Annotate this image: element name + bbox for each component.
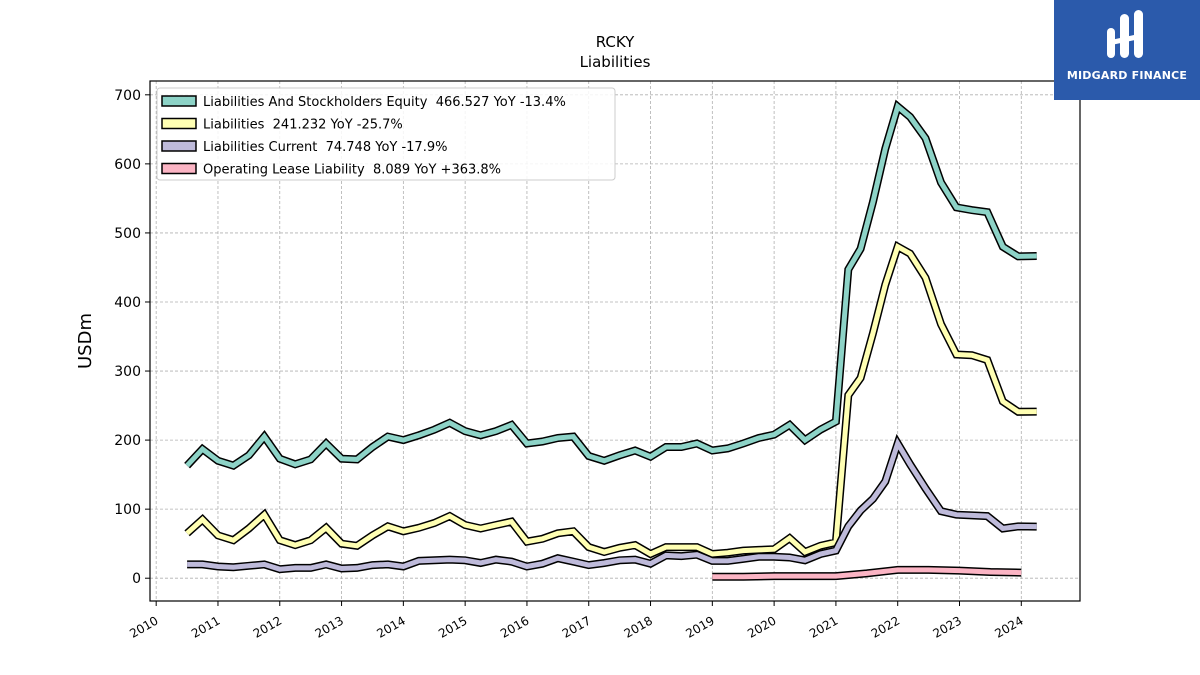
y-tick-label: 500 <box>114 226 141 242</box>
series-line-1 <box>185 243 1037 557</box>
legend-label-0: Liabilities And Stockholders Equity 466.… <box>203 95 566 110</box>
x-tick-label: 2017 <box>560 613 593 640</box>
y-tick-label: 300 <box>114 364 141 380</box>
legend-box <box>156 87 616 181</box>
series-lines <box>184 99 1037 581</box>
logo-text: MIDGARD FINANCE <box>1066 69 1188 82</box>
x-tick-label: 2015 <box>436 613 469 640</box>
plot-area-frame <box>149 80 1081 602</box>
y-tick-label: 0 <box>132 571 141 587</box>
legend-swatch-3 <box>161 162 197 175</box>
x-tick-label: 2011 <box>189 613 222 640</box>
y-tick-label: 600 <box>114 157 141 173</box>
x-tick-label: 2023 <box>931 613 964 640</box>
chart-title: RCKY <box>596 33 635 51</box>
x-axis: 2010 2011 2012 2013 2014 2015 2016 2017 2018 2019… <box>127 601 1026 641</box>
chart-subtitle: Liabilities <box>580 53 651 71</box>
series-line-outline-1 <box>184 240 1037 559</box>
y-tick-label: 700 <box>114 88 141 104</box>
y-axis-label: USDm <box>75 313 96 369</box>
midgard-finance-logo: MIDGARD FINANCE <box>1054 0 1200 100</box>
legend: Liabilities And Stockholders Equity 466.… <box>156 87 616 181</box>
series-line-0 <box>185 102 1037 469</box>
logo-mark-icon <box>1107 10 1143 58</box>
x-tick-label: 2020 <box>745 613 778 640</box>
x-tick-label: 2018 <box>622 613 655 640</box>
x-tick-label: 2022 <box>869 613 902 640</box>
y-axis: 0 100 200 300 400 500 600 700 <box>114 88 150 587</box>
legend-swatch-2 <box>161 140 197 152</box>
x-tick-label: 2021 <box>807 613 840 640</box>
legend-label-3: Operating Lease Liability 8.089 YoY +363… <box>203 163 501 178</box>
x-tick-label: 2016 <box>498 613 531 640</box>
x-tick-label: 2012 <box>251 613 284 640</box>
y-tick-label: 400 <box>114 295 141 311</box>
legend-swatch-0 <box>161 95 197 107</box>
legend-swatch-1 <box>161 117 197 130</box>
series-line-3 <box>712 567 1022 580</box>
x-tick-label: 2014 <box>374 613 407 640</box>
x-tick-label: 2019 <box>683 613 716 640</box>
x-tick-label: 2010 <box>127 613 160 640</box>
legend-label-1: Liabilities 241.232 YoY -25.7% <box>203 118 403 133</box>
series-line-2 <box>187 437 1037 572</box>
y-tick-label: 200 <box>114 433 141 449</box>
x-tick-label: 2013 <box>313 613 346 640</box>
x-tick-label: 2024 <box>992 613 1025 640</box>
legend-label-2: Liabilities Current 74.748 YoY -17.9% <box>203 140 447 155</box>
y-tick-label: 100 <box>114 502 141 518</box>
